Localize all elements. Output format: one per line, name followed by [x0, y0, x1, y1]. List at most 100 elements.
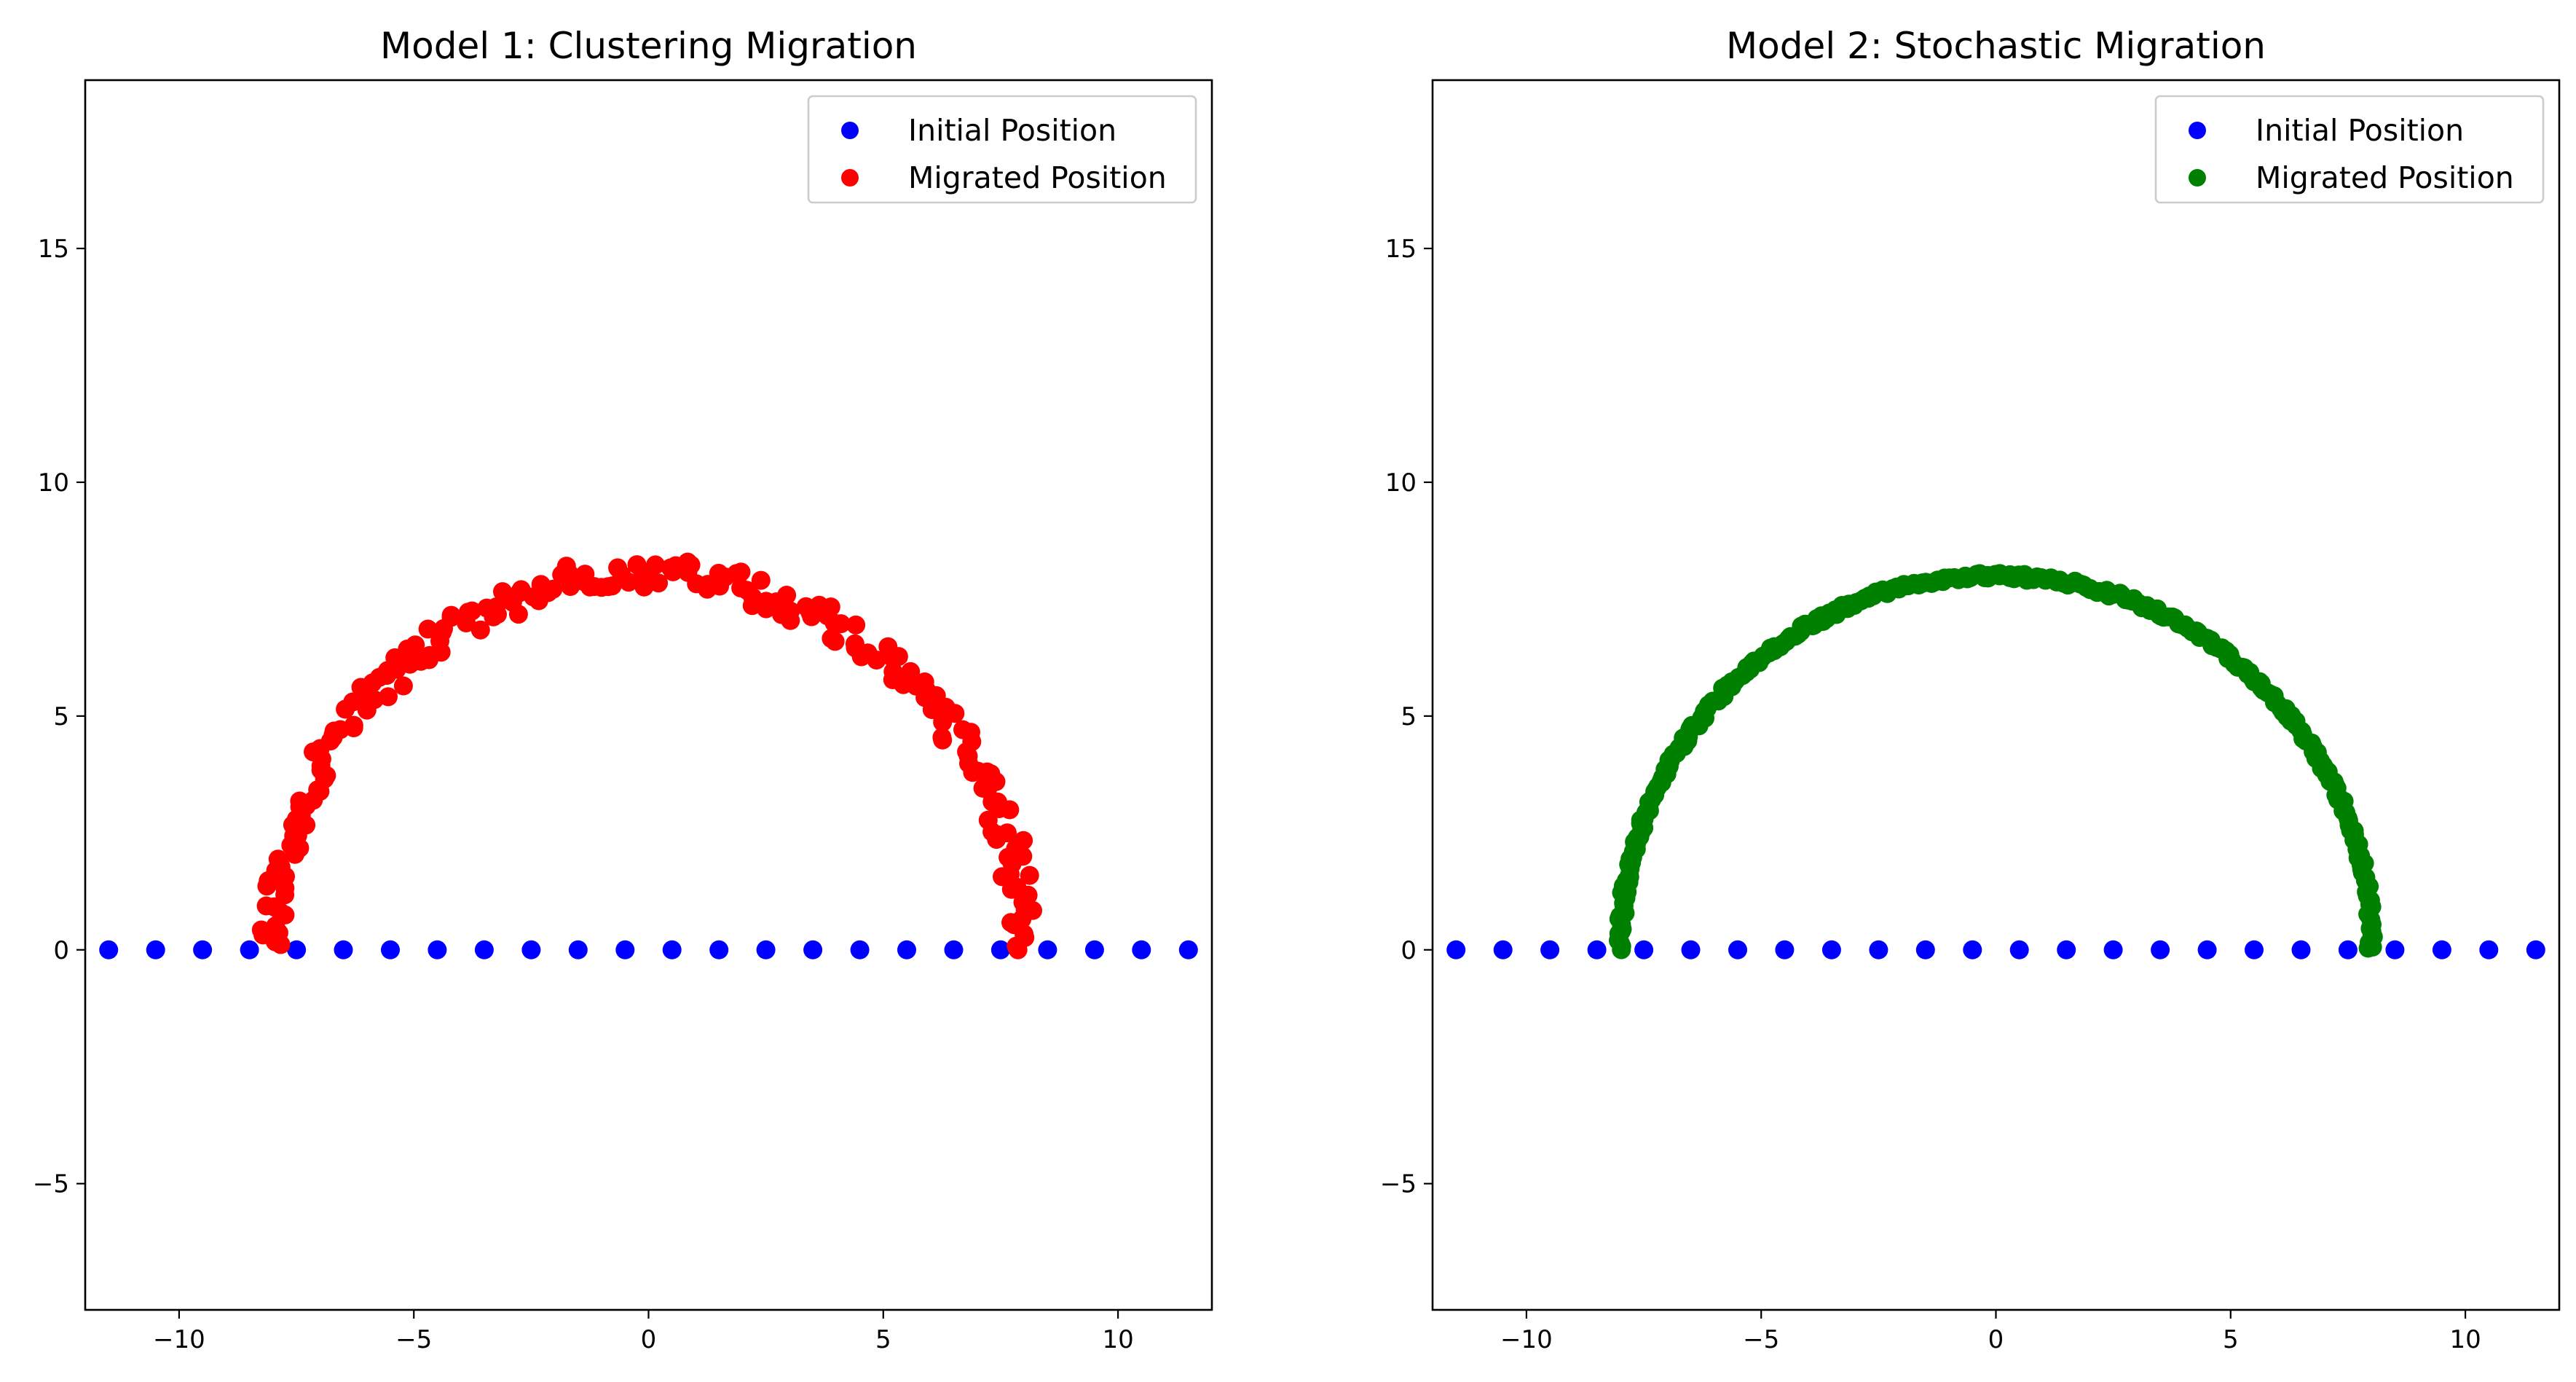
point-migrated: [393, 676, 413, 696]
point-initial: [2526, 940, 2545, 959]
point-migrated: [271, 935, 291, 954]
point-migrated: [1612, 940, 1631, 959]
point-initial: [1821, 940, 1841, 959]
point-initial: [1493, 940, 1513, 959]
point-initial: [1132, 940, 1151, 959]
plot-frame: [84, 79, 1213, 1311]
point-migrated: [742, 596, 762, 616]
point-initial: [709, 940, 729, 959]
chart-stochastic-migration: Model 2: Stochastic Migration −10 −5 0 5 10 …: [1380, 25, 2561, 1354]
x-axis: −10 −5 0 5 10: [1500, 1310, 2481, 1354]
point-migrated: [953, 720, 972, 739]
x-tick-label: 0: [641, 1325, 657, 1354]
point-initial: [1869, 940, 1888, 959]
point-migrated: [973, 778, 993, 798]
y-tick-label: 10: [1385, 468, 1417, 498]
legend-label-migrated: Migrated Position: [2256, 160, 2514, 195]
x-axis: −10 −5 0 5 10: [153, 1310, 1134, 1354]
point-migrated: [661, 558, 680, 578]
point-migrated: [418, 619, 438, 639]
point-initial: [240, 940, 259, 959]
point-initial: [1540, 940, 1560, 959]
y-tick-label: 0: [1401, 936, 1417, 965]
point-initial: [334, 940, 353, 959]
x-tick-label: 0: [1988, 1325, 2004, 1354]
point-migrated: [336, 699, 355, 719]
point-initial: [2057, 940, 2076, 959]
point-migrated: [796, 597, 816, 616]
legend-label-initial: Initial Position: [2256, 113, 2464, 148]
point-initial: [662, 940, 682, 959]
y-tick-label: 10: [38, 468, 69, 498]
x-tick-label: −5: [395, 1325, 432, 1354]
point-initial: [428, 940, 447, 959]
x-tick-label: 5: [2223, 1325, 2239, 1354]
point-initial: [2197, 940, 2217, 959]
point-initial: [1634, 940, 1654, 959]
point-initial: [756, 940, 776, 959]
y-axis: −5 0 5 10 15: [1380, 235, 1433, 1199]
point-migrated: [846, 615, 866, 635]
chart-clustering-migration: Model 1: Clustering Migration −10 −5 0 5 10 …: [33, 25, 1213, 1354]
scatter-points: [99, 552, 1198, 959]
legend-marker-migrated: [841, 169, 859, 187]
point-initial: [1681, 940, 1701, 959]
y-tick-label: 5: [1401, 702, 1417, 731]
point-migrated: [285, 844, 304, 864]
point-initial: [2245, 940, 2264, 959]
legend-box: [807, 95, 1197, 204]
chart-title: Model 1: Clustering Migration: [380, 25, 917, 67]
point-initial: [1963, 940, 1982, 959]
point-initial: [2291, 940, 2311, 959]
point-initial: [2151, 940, 2170, 959]
point-initial: [99, 940, 119, 959]
legend-marker-initial: [841, 122, 859, 139]
point-migrated: [627, 555, 647, 575]
scatter-points: [1446, 564, 2545, 959]
y-tick-label: −5: [33, 1170, 69, 1199]
y-tick-label: 0: [53, 936, 69, 965]
point-migrated: [822, 629, 841, 648]
point-migrated: [932, 728, 952, 747]
x-tick-label: 5: [875, 1325, 891, 1354]
point-initial: [2103, 940, 2123, 959]
point-migrated: [731, 578, 751, 597]
point-migrated: [608, 558, 628, 578]
point-initial: [990, 940, 1010, 959]
legend: Initial Position Migrated Position: [807, 95, 1197, 204]
point-migrated: [845, 634, 864, 653]
point-migrated: [883, 661, 903, 681]
point-initial: [1084, 940, 1104, 959]
point-initial: [2432, 940, 2451, 959]
point-initial: [2009, 940, 2029, 959]
point-migrated: [351, 678, 371, 697]
x-tick-label: 10: [1102, 1325, 1133, 1354]
point-initial: [2338, 940, 2358, 959]
point-initial: [2479, 940, 2499, 959]
point-initial: [146, 940, 165, 959]
chart-title: Model 2: Stochastic Migration: [1726, 25, 2266, 67]
y-tick-label: 15: [1385, 235, 1417, 264]
legend: Initial Position Migrated Position: [2154, 95, 2545, 204]
point-initial: [1587, 940, 1607, 959]
point-migrated: [552, 565, 572, 584]
point-initial: [803, 940, 823, 959]
point-migrated: [493, 582, 512, 602]
legend-label-migrated: Migrated Position: [908, 160, 1167, 195]
legend-marker-initial: [2189, 122, 2206, 139]
legend-box: [2154, 95, 2545, 204]
point-migrated: [1020, 865, 1039, 885]
point-initial: [193, 940, 213, 959]
point-migrated: [477, 598, 497, 618]
legend-label-initial: Initial Position: [908, 113, 1116, 148]
point-migrated: [878, 637, 898, 656]
point-initial: [2385, 940, 2405, 959]
x-tick-label: 10: [2449, 1325, 2481, 1354]
y-tick-label: −5: [1380, 1170, 1417, 1199]
point-migrated: [470, 620, 490, 640]
y-tick-label: 15: [38, 235, 69, 264]
point-initial: [944, 940, 964, 959]
point-initial: [1915, 940, 1935, 959]
point-initial: [474, 940, 494, 959]
